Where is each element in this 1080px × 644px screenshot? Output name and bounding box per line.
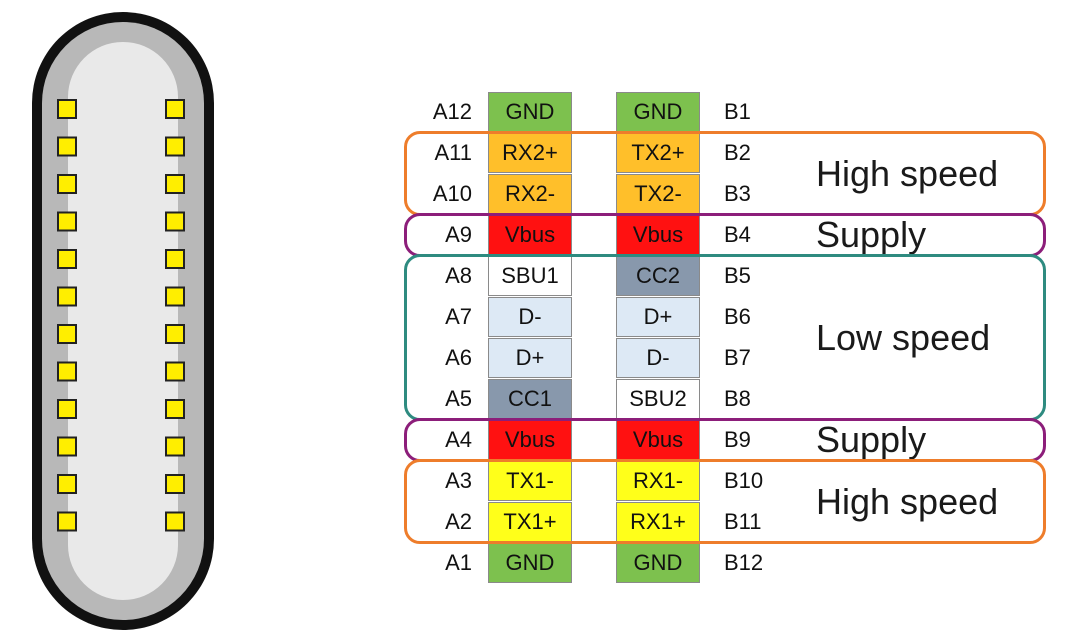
signal-box-right: RX1+	[616, 502, 700, 542]
signal-box-left: SBU1	[488, 256, 572, 296]
signal-box-left: GND	[488, 92, 572, 132]
pin-number-right: B7	[724, 345, 751, 370]
left-contact-pad	[57, 249, 77, 269]
left-contact-pad	[57, 99, 77, 119]
pin-number-right: B9	[724, 427, 751, 452]
left-contact-pad	[57, 211, 77, 232]
signal-group-frame	[404, 213, 1046, 257]
pin-number-right: B3	[724, 181, 751, 206]
pin-number-left: A9	[445, 222, 472, 247]
right-contact-pad	[165, 211, 185, 232]
pin-number-left: A4	[445, 427, 472, 452]
pin-number-left: A11	[434, 140, 472, 165]
pin-number-left: A3	[445, 468, 472, 493]
pin-number-right: B6	[724, 304, 751, 329]
right-contact-pad	[165, 136, 185, 157]
signal-box-left: D+	[488, 338, 572, 378]
signal-group-label: Supply	[816, 214, 927, 255]
pin-number-left: A2	[445, 509, 472, 534]
pin-number-right: B1	[724, 99, 751, 124]
left-contact-pad	[57, 399, 77, 419]
right-contact-pad	[165, 361, 185, 382]
signal-box-left: D-	[488, 297, 572, 337]
signal-box-left: TX1-	[488, 461, 572, 501]
right-contact-pad	[165, 474, 185, 494]
pin-number-left: A7	[445, 304, 472, 329]
left-contact-pad	[57, 511, 77, 532]
right-contact-pad	[165, 174, 185, 194]
pin-number-right: B11	[724, 509, 762, 534]
signal-group-label: Low speed	[816, 316, 991, 358]
right-contact-pad	[165, 99, 185, 119]
signal-box-right: D+	[616, 297, 700, 337]
signal-box-right: GND	[616, 92, 700, 132]
pin-number-right: B8	[724, 386, 751, 411]
signal-box-right: TX2-	[616, 174, 700, 214]
pin-number-right: B5	[724, 263, 751, 288]
pin-number-left: A8	[445, 263, 472, 288]
signal-group-frame	[404, 459, 1046, 544]
contact-pins	[57, 99, 185, 532]
signal-box-left: RX2+	[488, 133, 572, 173]
right-contact-pad	[165, 511, 185, 532]
left-contact-pad	[57, 174, 77, 194]
right-contact-pad	[165, 286, 185, 307]
signal-group-label: High speed	[816, 480, 999, 522]
right-contact-pad	[165, 324, 185, 344]
pin-number-right: B10	[724, 468, 764, 493]
left-contact-pad	[57, 286, 77, 307]
signal-box-left: CC1	[488, 379, 572, 419]
connector-tongue	[68, 42, 178, 600]
signal-group-label: High speed	[816, 152, 999, 194]
pin-number-right: B2	[724, 140, 751, 165]
usb-c-receptacle-illustration	[32, 12, 214, 630]
left-contact-pad	[57, 361, 77, 382]
left-contact-pad	[57, 324, 77, 344]
pin-number-left: A6	[445, 345, 472, 370]
right-contact-pad	[165, 436, 185, 457]
left-contact-pad	[57, 474, 77, 494]
signal-box-right: SBU2	[616, 379, 700, 419]
signal-group-label: Supply	[816, 419, 927, 460]
left-contact-pad	[57, 436, 77, 457]
pin-number-left: A12	[432, 99, 472, 124]
pin-number-left: A5	[445, 386, 472, 411]
signal-box-right: CC2	[616, 256, 700, 296]
signal-box-right: GND	[616, 543, 700, 583]
pin-number-right: B4	[724, 222, 751, 247]
signal-box-left: GND	[488, 543, 572, 583]
left-contact-pad	[57, 136, 77, 157]
pin-number-left: A1	[445, 550, 472, 575]
signal-box-left: TX1+	[488, 502, 572, 542]
right-contact-pad	[165, 399, 185, 419]
signal-box-right: D-	[616, 338, 700, 378]
pin-number-right: B12	[724, 550, 764, 575]
signal-box-left: Vbus	[488, 420, 572, 460]
signal-box-right: Vbus	[616, 215, 700, 255]
signal-group-frame	[404, 418, 1046, 462]
right-contact-pad	[165, 249, 185, 269]
pin-number-left: A10	[432, 181, 472, 206]
